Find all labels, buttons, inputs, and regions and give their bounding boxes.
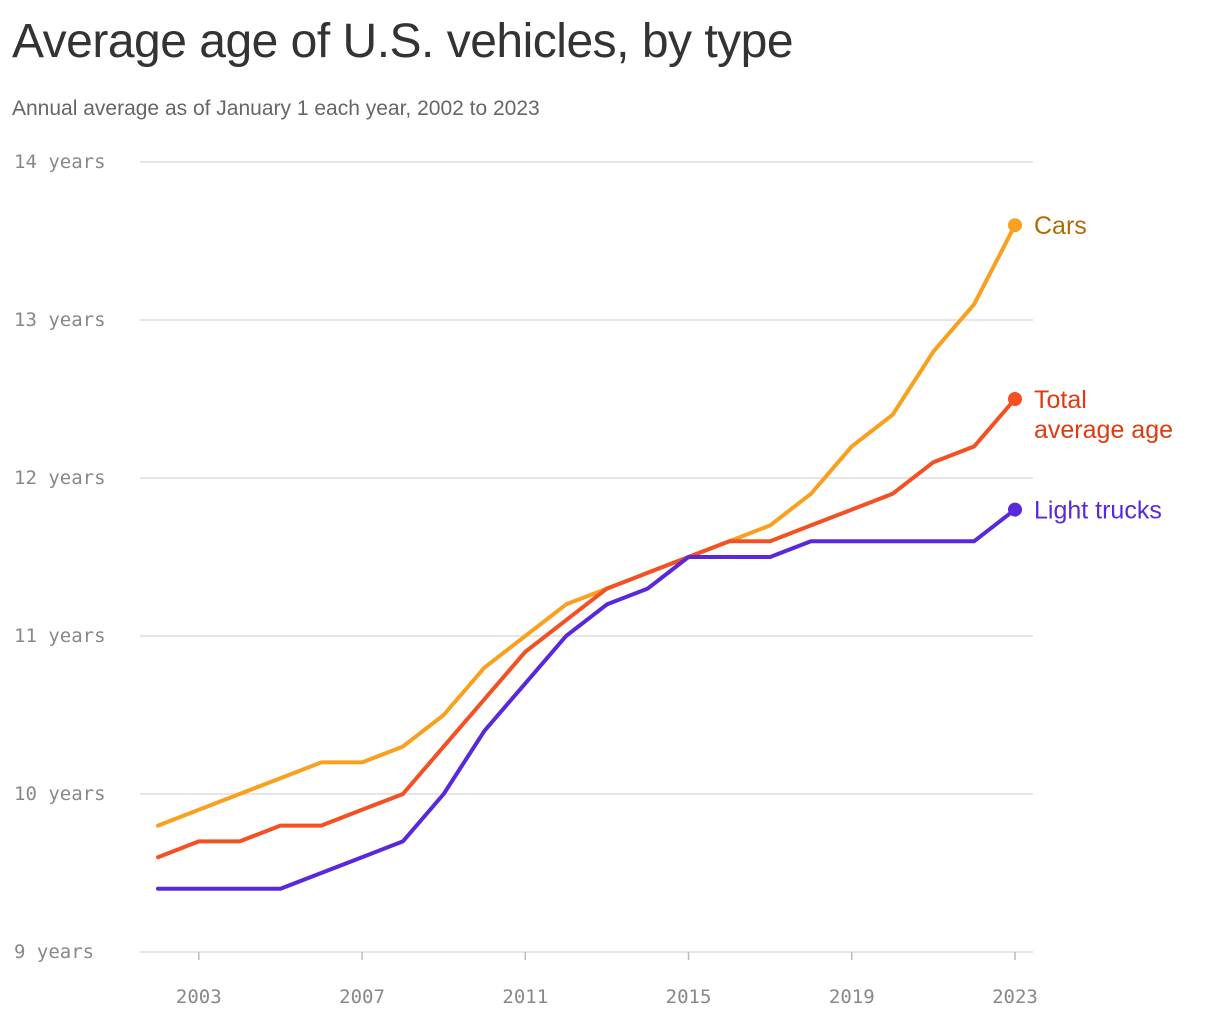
x-tick-label: 2007 <box>339 986 385 1008</box>
x-tick-label: 2019 <box>829 986 875 1008</box>
y-tick-label: 11 years <box>14 625 106 647</box>
y-tick-label: 12 years <box>14 467 106 489</box>
x-tick-label: 2023 <box>992 986 1038 1008</box>
gridlines <box>140 161 1033 953</box>
series-label: average age <box>1034 416 1173 444</box>
series-line-light-trucks <box>156 507 1017 891</box>
series-endpoint-light-trucks <box>1008 502 1022 517</box>
y-tick-label: 14 years <box>14 151 106 173</box>
y-tick-label: 9 years <box>14 941 94 963</box>
x-axis-ticks: 2003 2007 2011 2015 2019 2023 <box>176 952 1038 1008</box>
series-line-cars <box>156 223 1017 828</box>
x-tick-label: 2003 <box>176 986 222 1008</box>
x-tick-label: 2011 <box>502 986 548 1008</box>
x-tick-label: 2015 <box>666 986 712 1008</box>
series-label: Cars <box>1034 212 1087 240</box>
chart-title: Average age of U.S. vehicles, by type <box>12 15 794 68</box>
y-tick-label: 10 years <box>14 783 106 805</box>
series-lines <box>156 218 1022 891</box>
y-axis-ticks: 9 years 10 years 11 years 12 years 13 years 1… <box>14 151 106 963</box>
series-endpoint-total-average-age <box>1008 392 1022 406</box>
series-label: Light trucks <box>1034 497 1162 525</box>
chart-subtitle: Annual average as of January 1 each year… <box>12 97 540 120</box>
series-label: Total <box>1034 386 1087 414</box>
series-line-total-average-age <box>156 397 1017 860</box>
y-tick-label: 13 years <box>14 309 106 331</box>
series-endpoint-cars <box>1008 218 1022 233</box>
